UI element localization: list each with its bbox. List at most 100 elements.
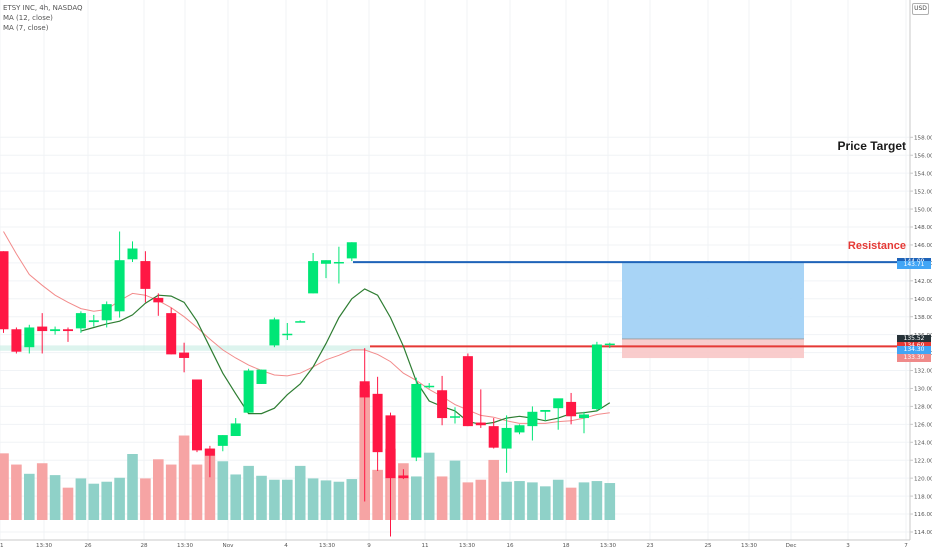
y-tick-label: 124.00 bbox=[914, 440, 932, 446]
volume-bar bbox=[75, 478, 87, 520]
volume-bar bbox=[178, 435, 190, 520]
x-tick-label: 9 bbox=[367, 543, 371, 549]
volume-bar bbox=[346, 479, 358, 520]
volume-bar bbox=[423, 452, 435, 520]
x-tick-label: 26 bbox=[84, 543, 92, 549]
x-tick-label: 21 bbox=[0, 543, 4, 549]
x-tick-label: 13:30 bbox=[36, 543, 53, 549]
volume-bar bbox=[282, 479, 293, 520]
volume-bar bbox=[320, 480, 332, 520]
volume-bar bbox=[333, 481, 345, 520]
price-target-label: Price Target bbox=[837, 139, 906, 153]
candle-body bbox=[591, 344, 602, 410]
y-tick-label: 122.00 bbox=[914, 458, 932, 464]
x-tick-label: 7 bbox=[904, 543, 908, 549]
volume-bar bbox=[372, 469, 383, 520]
candle-body bbox=[101, 304, 112, 321]
candle-body bbox=[166, 313, 177, 355]
candle-body bbox=[359, 381, 370, 398]
volume-bar bbox=[101, 481, 112, 520]
x-tick-label: 3 bbox=[846, 543, 850, 549]
candle-body bbox=[553, 398, 564, 409]
candle-body bbox=[398, 475, 409, 479]
candle-body bbox=[321, 260, 331, 264]
moving-averages bbox=[3, 231, 611, 425]
volume-bar bbox=[565, 487, 577, 520]
volume-bar bbox=[204, 448, 216, 520]
x-tick-label: 13:30 bbox=[741, 543, 758, 549]
candle-body bbox=[475, 422, 486, 426]
candle-body bbox=[50, 329, 61, 332]
horizontal-lines[interactable] bbox=[353, 261, 910, 348]
volume-bar bbox=[140, 478, 151, 520]
volume-bar bbox=[488, 459, 499, 520]
volume-bar bbox=[191, 464, 203, 520]
x-tick-label: 18 bbox=[562, 543, 570, 549]
legend-symbol: ETSY INC, 4h, NASDAQ bbox=[3, 4, 83, 12]
volume-bar bbox=[462, 482, 474, 520]
x-tick-label: 16 bbox=[506, 543, 514, 549]
volume-bar bbox=[540, 486, 551, 520]
y-tick-label: 126.00 bbox=[914, 423, 932, 429]
y-tick-label: 148.00 bbox=[914, 225, 932, 231]
candle-body bbox=[217, 435, 228, 446]
y-tick-label: 130.00 bbox=[914, 387, 932, 393]
y-tick-label: 154.00 bbox=[914, 171, 932, 177]
candle-body bbox=[295, 321, 306, 323]
volume-bar bbox=[165, 464, 177, 520]
profit-zone bbox=[622, 262, 804, 339]
volume-bar bbox=[449, 460, 461, 520]
volume-bar bbox=[230, 474, 241, 520]
volume-bar bbox=[243, 465, 254, 520]
resistance-label: Resistance bbox=[847, 240, 906, 252]
volume-bar bbox=[114, 477, 125, 520]
stop-zone bbox=[622, 338, 804, 359]
candle-body bbox=[37, 326, 48, 332]
candle-body bbox=[127, 248, 138, 260]
volume-bar bbox=[514, 481, 525, 520]
x-tick-label: 13:30 bbox=[319, 543, 336, 549]
volume-bar bbox=[217, 461, 229, 520]
volume-bar bbox=[501, 481, 512, 520]
volume-bar bbox=[578, 482, 590, 520]
long-position-tool[interactable] bbox=[0, 262, 804, 359]
y-tick-label: 114.00 bbox=[914, 530, 932, 536]
candle-body bbox=[333, 261, 344, 264]
volume-bar bbox=[552, 479, 564, 520]
volume-bar bbox=[24, 473, 35, 520]
candle-body bbox=[385, 415, 396, 479]
candle-body bbox=[604, 343, 615, 346]
y-tick-label: 120.00 bbox=[914, 476, 932, 482]
candle-body bbox=[243, 370, 254, 413]
volume-bar bbox=[127, 454, 138, 520]
candle-body bbox=[450, 416, 460, 418]
y-tick-label: 150.00 bbox=[914, 207, 932, 213]
candle-body bbox=[579, 414, 589, 419]
volume-bar bbox=[256, 475, 267, 520]
candle-body bbox=[269, 319, 280, 346]
candle-body bbox=[437, 390, 448, 419]
x-tick-label: 25 bbox=[704, 543, 712, 549]
candle-body bbox=[140, 261, 151, 289]
candle-body bbox=[63, 329, 73, 332]
candle-body bbox=[230, 423, 241, 437]
volume-bar bbox=[398, 463, 409, 520]
volume-bar bbox=[475, 479, 487, 520]
candle-body bbox=[308, 261, 319, 294]
volume-bars bbox=[0, 385, 616, 520]
x-tick-label: 28 bbox=[140, 543, 148, 549]
candlesticks bbox=[0, 231, 615, 537]
price-tag: 133.39 bbox=[897, 354, 931, 363]
currency-button[interactable]: USD bbox=[912, 3, 929, 15]
candle-body bbox=[411, 383, 422, 458]
volume-bar bbox=[294, 465, 306, 520]
candle-body bbox=[462, 356, 473, 427]
x-tick-label: Dec bbox=[786, 543, 797, 549]
volume-bar bbox=[11, 464, 22, 520]
candle-body bbox=[424, 385, 435, 388]
x-tick-label: 4 bbox=[284, 543, 288, 549]
y-tick-label: 158.00 bbox=[914, 136, 932, 142]
candle-body bbox=[540, 409, 551, 412]
volume-bar bbox=[527, 482, 538, 520]
